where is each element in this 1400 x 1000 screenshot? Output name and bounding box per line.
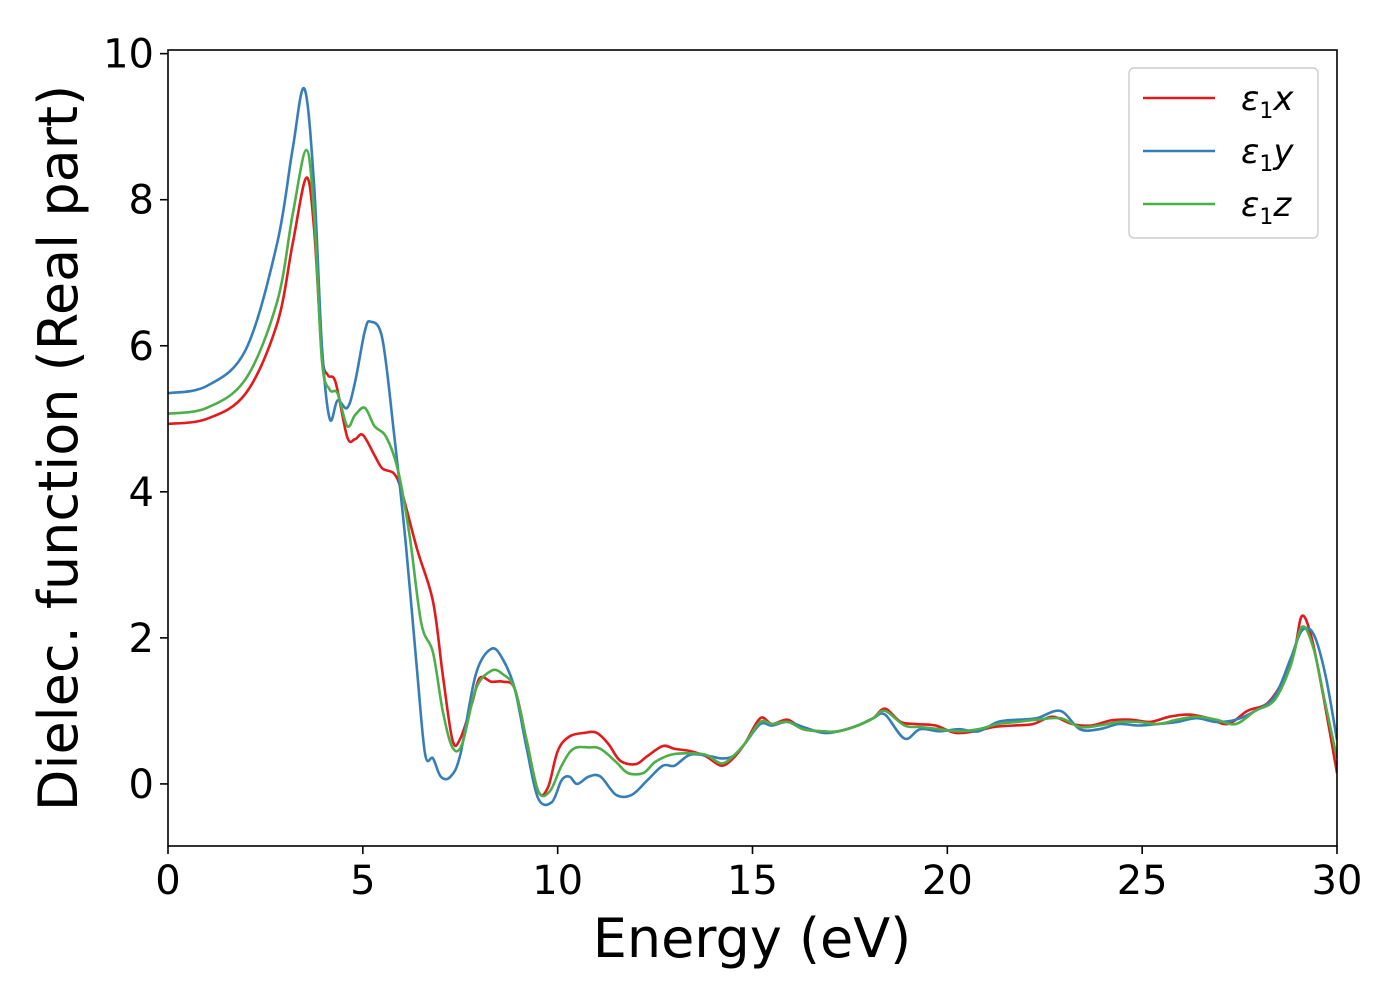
x-tick-label: 10 [532,858,583,904]
y-tick-label: 10 [103,32,154,78]
x-tick-label: 0 [155,858,180,904]
series-line-3 [168,148,1337,798]
y-tick-label: 8 [129,178,154,224]
x-tick-label: 15 [727,858,778,904]
y-tick-label: 0 [129,762,154,808]
x-tick-label: 30 [1312,858,1363,904]
legend: ε1x ε1y ε1z [1128,67,1319,239]
legend-label-2: ε1y [1241,132,1294,177]
legend-box [1128,67,1319,239]
x-axis-label: Energy (eV) [593,907,912,970]
legend-label-3: ε1z [1241,185,1292,230]
y-axis-label: Dielec. function (Real part) [27,85,90,811]
x-tick-label: 5 [350,858,375,904]
ticks-layer: 0 5 10 15 20 25 30 0 2 4 6 8 10 [103,32,1362,904]
x-tick-label: 20 [922,858,973,904]
series-layer [168,86,1337,807]
legend-label-1: ε1x [1241,79,1294,124]
y-tick-label: 2 [129,616,154,662]
y-tick-label: 4 [129,470,154,516]
series-line-1 [168,176,1337,797]
x-tick-label: 25 [1117,858,1168,904]
series-line-2 [168,86,1337,807]
y-tick-label: 6 [129,324,154,370]
